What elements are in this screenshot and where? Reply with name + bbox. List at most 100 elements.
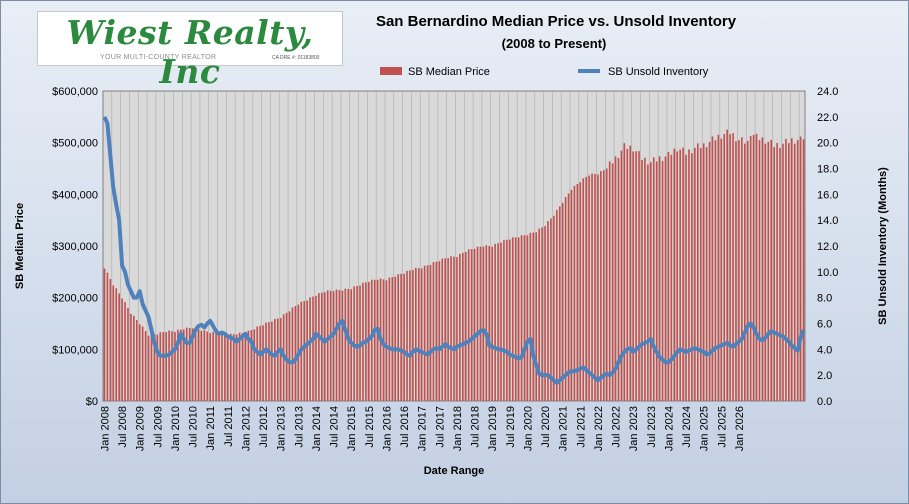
price-bar xyxy=(138,324,141,401)
price-bar xyxy=(259,325,261,401)
y-tick-label: $400,000 xyxy=(52,189,98,201)
price-bar xyxy=(118,293,120,401)
price-bar xyxy=(685,154,687,401)
x-tick-label: Jan 2012 xyxy=(241,406,253,451)
price-bar xyxy=(394,276,397,401)
price-bar xyxy=(276,318,279,401)
x-tick-label: Jan 2015 xyxy=(346,406,358,451)
price-bar xyxy=(520,235,523,401)
price-bar xyxy=(329,290,332,401)
price-bar xyxy=(265,322,267,401)
price-bar xyxy=(611,163,614,401)
price-bar xyxy=(532,232,535,401)
price-bar xyxy=(514,237,517,401)
y2-tick-label: 8.0 xyxy=(817,293,832,305)
price-bar xyxy=(482,246,485,401)
x-tick-label: Jan 2022 xyxy=(593,406,605,451)
price-bar xyxy=(632,151,634,401)
x-axis-ticks: Jan 2008 Jul 2008 Jan 2009 Jul 2009 Jan 2010… xyxy=(100,406,746,451)
price-bar xyxy=(268,322,270,401)
price-bar xyxy=(523,235,526,401)
price-bar xyxy=(761,137,764,401)
x-tick-label: Jan 2019 xyxy=(487,406,499,451)
price-bar xyxy=(564,197,567,401)
y2-axis-label: SB Unsold Inventory (Months) xyxy=(877,167,889,325)
price-bar xyxy=(517,237,520,401)
price-bar xyxy=(417,268,420,401)
price-bar xyxy=(409,270,411,401)
price-bar xyxy=(641,159,643,401)
legend-line-swatch xyxy=(578,69,600,73)
price-bar xyxy=(535,232,538,401)
logo-wordmark: Wiest Realty, Inc xyxy=(66,13,314,91)
y2-tick-label: 6.0 xyxy=(817,319,832,331)
price-bar xyxy=(755,133,758,401)
price-bar xyxy=(544,226,546,401)
legend-inventory-label: SB Unsold Inventory xyxy=(608,66,709,78)
x-tick-label: Jan 2020 xyxy=(522,406,534,451)
x-tick-label: Jan 2023 xyxy=(628,406,640,451)
legend-bar-swatch xyxy=(380,67,402,75)
price-bar xyxy=(779,147,781,401)
price-bar xyxy=(435,261,438,401)
x-tick-label: Jul 2009 xyxy=(152,406,164,448)
price-bar xyxy=(711,136,714,401)
price-bar xyxy=(438,261,441,401)
price-bar xyxy=(629,145,632,401)
x-tick-label: Jul 2023 xyxy=(646,406,658,448)
price-bar xyxy=(135,320,138,401)
x-tick-label: Jul 2018 xyxy=(470,406,482,448)
price-bar xyxy=(271,321,273,401)
price-bar xyxy=(415,267,417,401)
price-bar xyxy=(691,153,693,401)
price-bar xyxy=(279,318,282,401)
price-bar xyxy=(770,139,773,401)
price-bar xyxy=(447,258,449,401)
price-bar xyxy=(696,143,699,402)
price-bar xyxy=(180,329,182,401)
price-bar xyxy=(694,147,696,401)
price-bar xyxy=(679,149,681,401)
price-bar xyxy=(420,268,423,402)
x-tick-label: Jul 2016 xyxy=(399,406,411,448)
y-tick-label: $600,000 xyxy=(52,86,98,98)
price-bar xyxy=(732,133,734,402)
price-bar xyxy=(182,329,185,401)
price-bar xyxy=(171,331,173,401)
price-bar xyxy=(476,246,479,401)
price-bar xyxy=(485,245,488,401)
price-bar xyxy=(576,184,579,401)
chart-subtitle: (2008 to Present) xyxy=(502,36,607,51)
price-bar xyxy=(309,297,311,401)
x-tick-label: Jan 2013 xyxy=(276,406,288,451)
price-bar xyxy=(332,291,335,401)
price-bar xyxy=(174,332,176,401)
price-bar xyxy=(746,140,749,402)
price-bar xyxy=(688,149,690,401)
x-tick-label: Jan 2010 xyxy=(170,406,182,451)
y2-tick-label: 0.0 xyxy=(817,396,832,408)
x-tick-label: Jan 2011 xyxy=(205,406,217,450)
x-tick-label: Jan 2009 xyxy=(135,406,147,451)
price-bar xyxy=(127,308,129,401)
y-axis-label: SB Median Price xyxy=(14,203,26,289)
price-bar xyxy=(467,249,470,401)
x-tick-label: Jul 2022 xyxy=(611,406,623,448)
price-bar xyxy=(153,334,156,401)
y2-tick-label: 12.0 xyxy=(817,241,838,253)
y2-tick-label: 14.0 xyxy=(817,215,838,227)
x-tick-label: Jan 2024 xyxy=(663,406,675,451)
price-bar xyxy=(429,264,432,401)
price-bar xyxy=(341,290,344,401)
price-bar xyxy=(726,129,728,401)
brand-logo: Wiest Realty, Inc YOUR MULTI-COUNTY REAL… xyxy=(37,11,343,91)
price-bar xyxy=(312,296,314,401)
price-bar xyxy=(156,334,159,401)
price-bar xyxy=(729,134,731,401)
price-bar xyxy=(406,270,408,401)
price-bar xyxy=(441,258,444,401)
x-tick-label: Jul 2021 xyxy=(575,406,587,448)
price-bar xyxy=(661,160,664,401)
logo-license: CA DRE #: 01183800 xyxy=(272,55,320,61)
price-bar xyxy=(638,151,640,401)
